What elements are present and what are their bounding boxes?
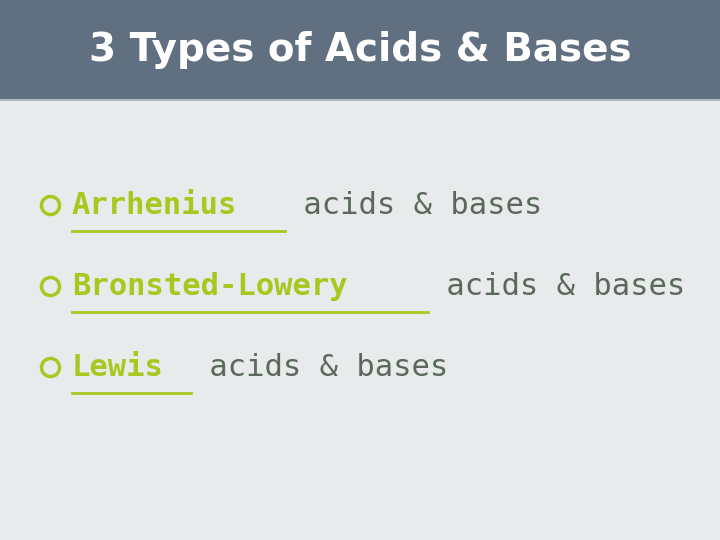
Text: 3 Types of Acids & Bases: 3 Types of Acids & Bases	[89, 31, 631, 69]
Text: Lewis: Lewis	[72, 353, 164, 382]
Text: Bronsted-Lowery: Bronsted-Lowery	[72, 272, 348, 301]
Text: Arrhenius: Arrhenius	[72, 191, 238, 220]
FancyBboxPatch shape	[0, 0, 720, 100]
Text: acids & bases: acids & bases	[428, 272, 685, 301]
Text: acids & bases: acids & bases	[285, 191, 543, 220]
Text: acids & bases: acids & bases	[191, 353, 448, 382]
